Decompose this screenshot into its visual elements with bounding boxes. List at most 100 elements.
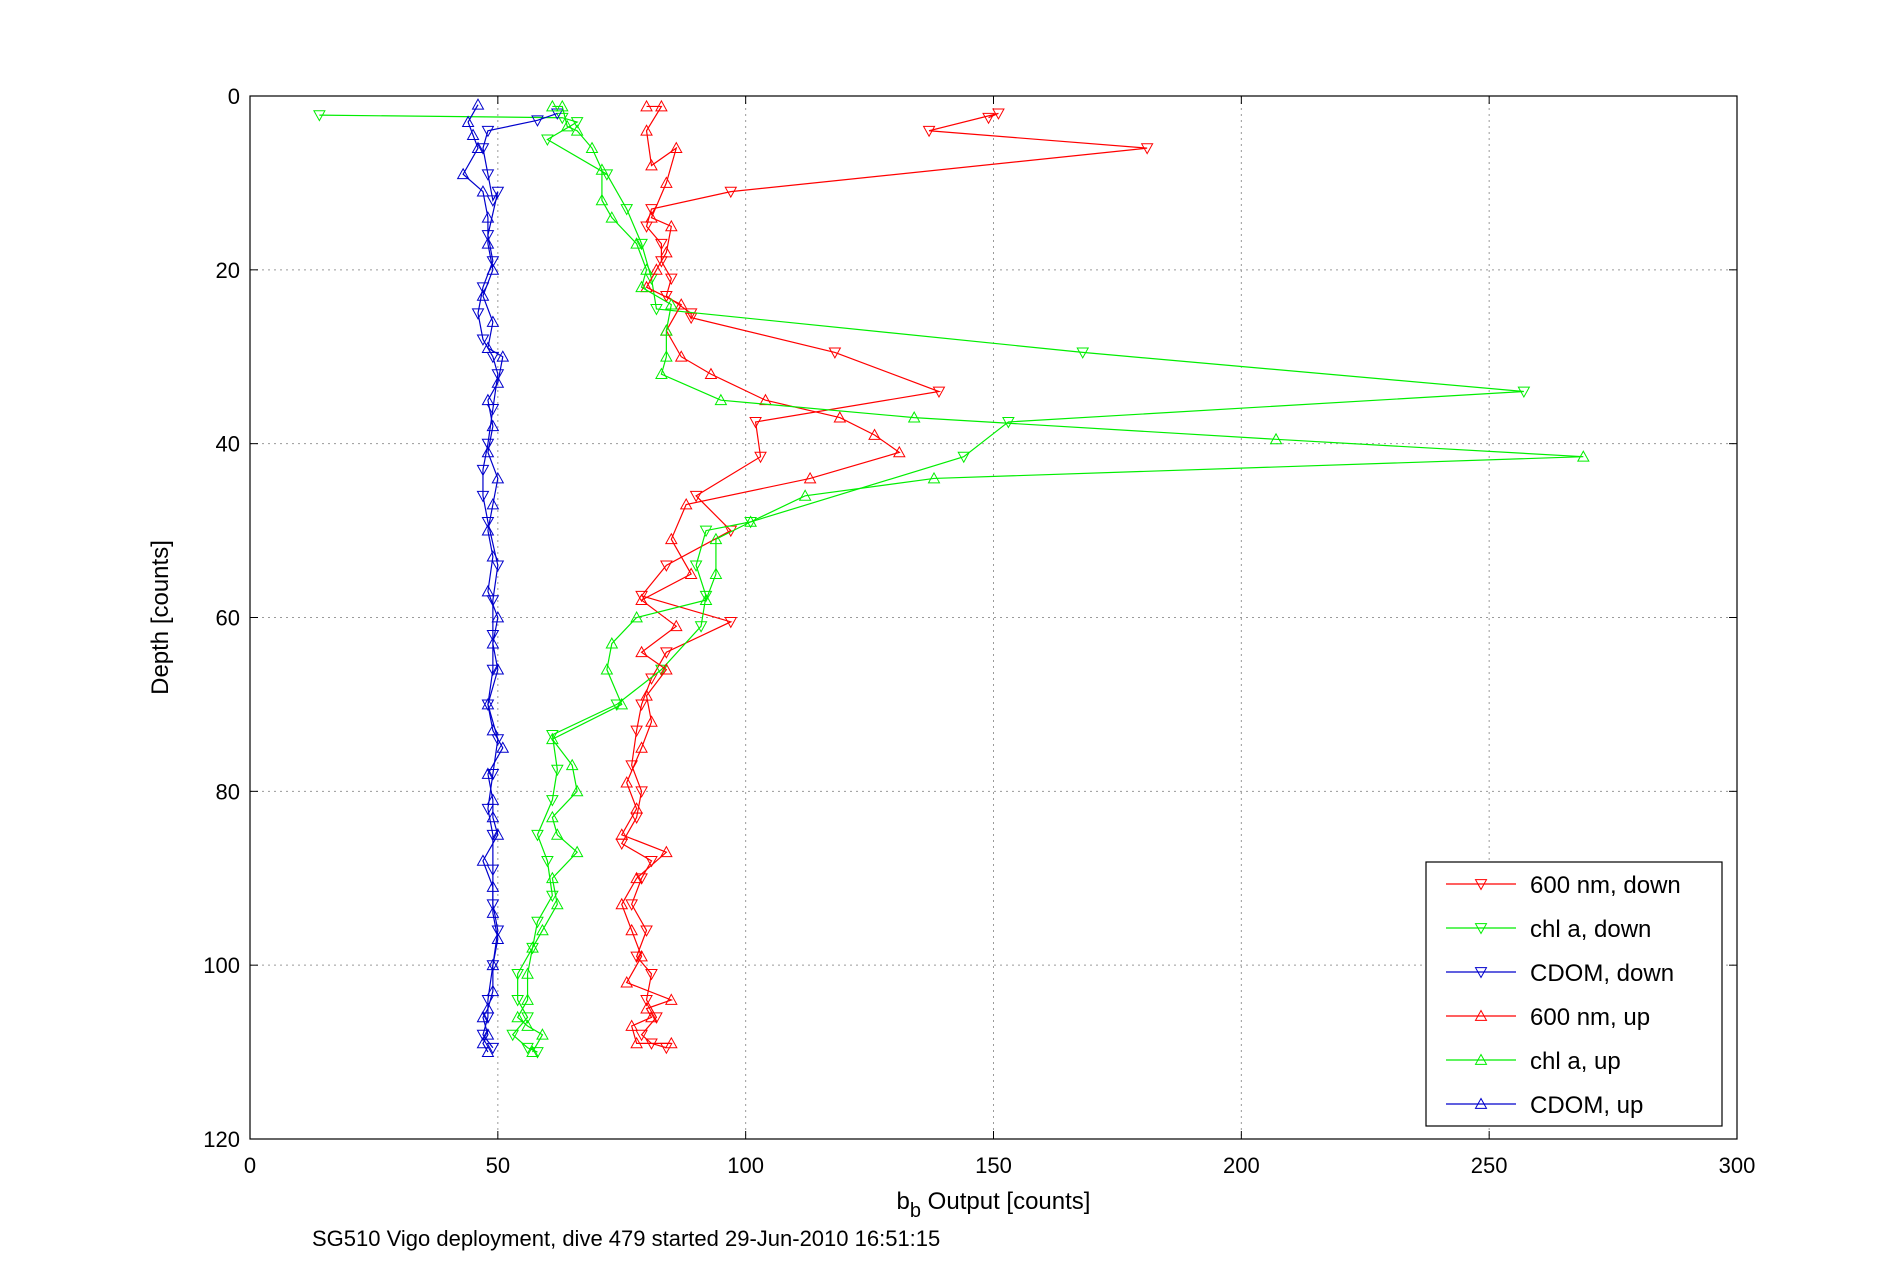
data-point-marker <box>704 367 718 380</box>
series-line <box>319 114 1524 1053</box>
data-point-marker <box>625 899 639 911</box>
data-point-marker <box>640 689 653 701</box>
data-point-marker <box>481 697 495 710</box>
data-point-marker <box>476 1010 490 1023</box>
data-point-marker <box>645 968 658 981</box>
data-point-marker <box>595 163 609 175</box>
data-point-marker <box>546 732 559 745</box>
data-point-marker <box>660 560 673 572</box>
data-point-marker <box>486 810 500 823</box>
legend-item: chl a, down <box>1446 916 1651 943</box>
axis-ticks: 0 50 100 150 200 250 300 0 20 40 60 80 100 120 <box>203 84 1755 1178</box>
series-line <box>620 112 1148 1049</box>
data-point-marker <box>724 186 738 199</box>
data-point-marker <box>481 211 495 223</box>
data-point-marker <box>541 855 554 868</box>
data-point-marker <box>1576 450 1590 462</box>
data-point-marker <box>486 880 500 892</box>
data-point-marker <box>481 524 495 536</box>
series-layer <box>313 98 1590 1059</box>
x-tick-label: 50 <box>486 1153 510 1178</box>
data-point-marker <box>664 532 678 545</box>
data-point-marker <box>476 185 490 197</box>
y-tick-label: 20 <box>216 258 240 283</box>
data-point-marker <box>640 925 653 937</box>
data-point-marker <box>570 117 584 129</box>
data-point-marker <box>660 291 673 303</box>
data-point-marker <box>595 193 609 206</box>
data-point-marker <box>892 445 906 458</box>
data-point-marker <box>744 515 757 527</box>
data-point-marker <box>645 204 658 216</box>
legend-marker <box>1474 923 1488 935</box>
data-point-marker <box>660 350 673 362</box>
data-point-marker <box>635 590 648 603</box>
legend-label: chl a, down <box>1530 916 1651 943</box>
data-point-marker <box>689 490 703 503</box>
data-point-marker <box>481 516 495 529</box>
data-point-marker <box>645 211 658 223</box>
data-point-marker <box>660 647 673 659</box>
data-point-marker <box>640 263 653 275</box>
data-point-marker <box>570 124 584 136</box>
data-point-marker <box>620 204 634 216</box>
data-point-marker <box>674 350 688 362</box>
data-point-marker <box>630 951 643 964</box>
data-point-marker <box>476 464 490 477</box>
series-1 <box>313 110 1531 1059</box>
data-point-marker <box>486 793 500 805</box>
y-tick-label: 120 <box>203 1127 240 1152</box>
data-point-marker <box>313 110 326 122</box>
y-tick-label: 0 <box>228 84 240 109</box>
data-point-marker <box>689 560 703 572</box>
data-point-marker <box>699 525 713 538</box>
data-point-marker <box>907 411 921 423</box>
data-point-marker <box>669 141 683 154</box>
data-point-marker <box>744 516 757 529</box>
data-point-marker <box>486 864 500 877</box>
data-point-marker <box>471 98 485 110</box>
data-point-marker <box>506 1029 520 1042</box>
data-point-marker <box>486 315 500 327</box>
data-point-marker <box>486 960 500 972</box>
data-point-marker <box>531 829 544 842</box>
legend-label: CDOM, down <box>1530 960 1674 987</box>
data-point-marker <box>650 263 663 275</box>
data-point-marker <box>645 1010 658 1023</box>
data-point-marker <box>486 256 500 268</box>
data-point-marker <box>630 725 643 738</box>
data-point-marker <box>664 298 678 310</box>
data-point-marker <box>684 308 698 320</box>
data-point-marker <box>481 445 495 458</box>
data-point-marker <box>481 584 495 597</box>
legend-label: 600 nm, down <box>1530 872 1681 899</box>
data-point-marker <box>645 715 658 727</box>
data-point-marker <box>655 367 668 380</box>
x-tick-label: 150 <box>975 1153 1012 1178</box>
data-point-marker <box>709 532 723 545</box>
data-point-marker <box>1140 143 1154 155</box>
data-point-marker <box>615 897 629 910</box>
data-point-marker <box>546 810 559 823</box>
data-point-marker <box>570 845 584 858</box>
data-point-marker <box>650 1012 663 1024</box>
data-point-marker <box>486 1042 500 1055</box>
legend-item: chl a, up <box>1446 1048 1621 1075</box>
data-point-marker <box>674 298 688 310</box>
data-point-marker <box>531 916 544 929</box>
data-point-marker <box>615 697 629 710</box>
data-point-marker <box>630 1036 643 1049</box>
data-point-marker <box>585 141 599 154</box>
data-point-marker <box>481 1002 495 1014</box>
data-point-marker <box>630 610 643 623</box>
data-point-marker <box>555 99 569 112</box>
data-point-marker <box>635 741 648 753</box>
data-point-marker <box>476 334 490 346</box>
data-point-marker <box>684 312 698 325</box>
data-point-marker <box>456 167 470 180</box>
data-point-marker <box>635 1029 648 1042</box>
legend-marker <box>1474 879 1488 891</box>
data-point-marker <box>511 968 525 981</box>
data-point-marker <box>476 854 490 866</box>
